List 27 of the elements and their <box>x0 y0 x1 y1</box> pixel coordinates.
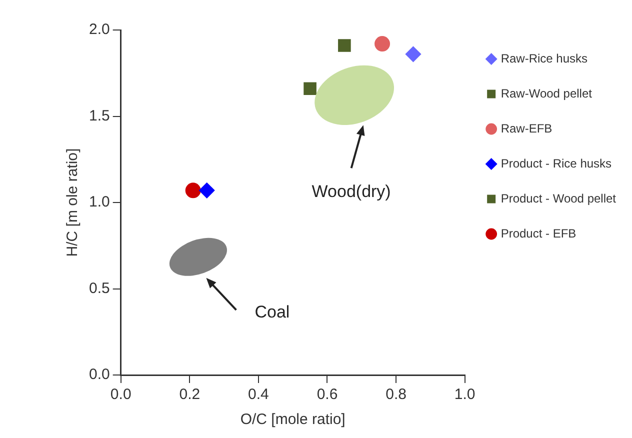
point <box>304 82 316 96</box>
x-axis-title: O/C [mole ratio] <box>240 411 346 428</box>
point <box>405 46 421 62</box>
annotation: Wood(dry) <box>312 182 391 201</box>
y-tick-label: 1.0 <box>88 194 110 211</box>
x-tick-label: 0.6 <box>316 386 338 404</box>
point <box>374 36 390 52</box>
annotation: Coal <box>254 302 290 322</box>
legend-label: Product - Rice husks <box>500 156 612 170</box>
x-tick-label: 0.4 <box>248 386 269 404</box>
legend-label: Product - Wood pellet <box>500 191 617 206</box>
x-tick-label: 0.2 <box>179 386 200 404</box>
x-tick-label: 0.8 <box>386 386 406 404</box>
point <box>199 182 215 198</box>
point <box>185 182 201 198</box>
point <box>338 39 351 52</box>
y-tick-label: 1.5 <box>88 107 110 124</box>
y-tick-label: 0.5 <box>88 280 110 297</box>
x-tick-label: 1.0 <box>454 386 476 404</box>
y-axis-title: H/C [m ole ratio] <box>64 148 82 257</box>
y-tick-label: 0.0 <box>88 366 110 384</box>
legend-label: Raw-EFB <box>500 121 552 136</box>
legend-label: Product - EFB <box>500 226 576 240</box>
legend-label: Raw-Rice husks <box>500 51 588 66</box>
y-tick-label: 2.0 <box>88 21 110 38</box>
x-tick-label: 0.0 <box>110 386 132 404</box>
legend-label: Raw-Wood pellet <box>500 86 593 100</box>
